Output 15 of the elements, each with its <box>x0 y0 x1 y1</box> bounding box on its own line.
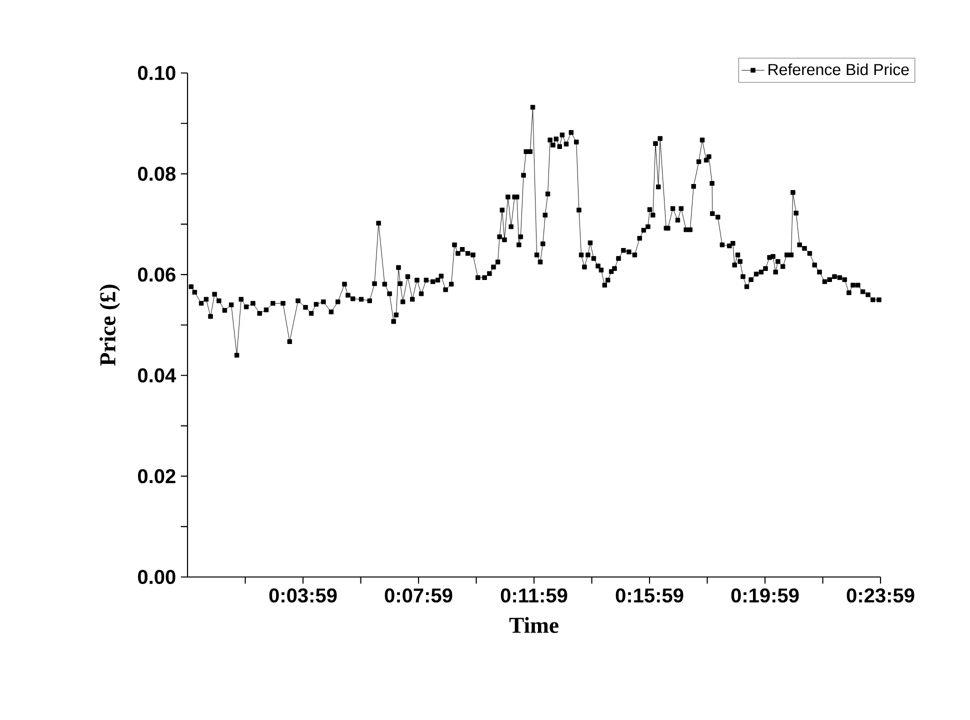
y-axis-title: Price (£) <box>100 284 120 366</box>
x-tick-label: 0:19:59 <box>731 588 799 603</box>
x-tick-label: 0:03:59 <box>269 588 337 603</box>
y-tick-label: 0.02 <box>138 469 176 484</box>
x-tick-label: 0:23:59 <box>846 588 914 603</box>
y-tick-label: 0.08 <box>138 166 176 181</box>
y-tick-label: 0.10 <box>138 66 176 80</box>
x-axis-title: Time <box>509 617 558 633</box>
y-tick-label: 0.00 <box>138 570 176 584</box>
x-tick-label: 0:11:59 <box>500 588 568 603</box>
x-tick-label: 0:07:59 <box>384 588 452 603</box>
y-tick-label: 0.06 <box>138 268 176 282</box>
legend-label: Reference Bid Price <box>768 63 909 76</box>
y-tick-label: 0.04 <box>138 368 176 382</box>
x-tick-label: 0:15:59 <box>616 588 684 603</box>
